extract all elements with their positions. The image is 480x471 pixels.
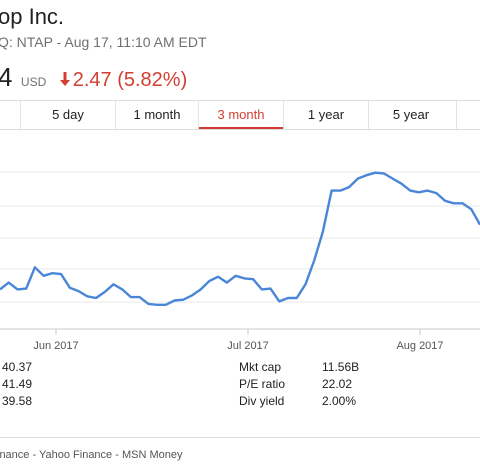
chart-grid xyxy=(0,171,480,330)
time-range-tabs: 5 day 1 month 3 month 1 year 5 year xyxy=(0,100,480,130)
price-chart[interactable]: Jun 2017 Jul 2017 Aug 2017 xyxy=(0,130,480,355)
stat-mkt-cap-value: 11.56B xyxy=(322,360,360,374)
price-row: 4 USD 2.47 (5.82%) xyxy=(0,62,187,93)
tab-1-day[interactable] xyxy=(0,101,20,129)
chart-x-ticks: Jun 2017 Jul 2017 Aug 2017 xyxy=(33,329,444,352)
tab-1-month[interactable]: 1 month xyxy=(133,107,181,122)
footer-divider xyxy=(0,437,480,438)
tab-1-year[interactable]: 1 year xyxy=(307,107,345,122)
stat-pe-ratio-value: 22.02 xyxy=(322,377,353,391)
stock-price: 4 xyxy=(0,62,13,92)
price-series-line xyxy=(0,171,480,306)
down-arrow-icon xyxy=(59,70,71,91)
tab-separator xyxy=(456,101,457,129)
currency-label: USD xyxy=(20,75,47,89)
stat-open-value: 40.37 xyxy=(2,360,33,374)
tab-separator xyxy=(20,101,21,129)
price-change: 2.47 (5.82%) xyxy=(72,69,188,91)
stat-pe-ratio-label: P/E ratio xyxy=(239,377,286,391)
tab-separator xyxy=(283,101,284,129)
stat-div-yield-value: 2.00% xyxy=(322,394,357,408)
tab-separator xyxy=(198,101,199,129)
tab-3-month[interactable]: 3 month xyxy=(199,101,283,129)
tab-separator xyxy=(368,101,369,129)
tab-5-day[interactable]: 5 day xyxy=(52,107,84,122)
company-name: op Inc. xyxy=(0,4,65,29)
ticker-timestamp: Q: NTAP - Aug 17, 11:10 AM EDT xyxy=(0,34,207,50)
data-sources: inance - Yahoo Finance - MSN Money xyxy=(0,449,183,461)
stat-div-yield-label: Div yield xyxy=(239,394,285,408)
x-tick-label: Aug 2017 xyxy=(396,340,443,352)
tab-separator xyxy=(115,101,116,129)
stat-high-value: 41.49 xyxy=(2,377,33,391)
stat-low-value: 39.58 xyxy=(2,394,33,408)
stat-mkt-cap-label: Mkt cap xyxy=(239,360,282,374)
x-tick-label: Jul 2017 xyxy=(227,340,269,352)
chart-line-layer xyxy=(0,171,480,306)
x-tick-label: Jun 2017 xyxy=(33,340,78,352)
tab-5-year[interactable]: 5 year xyxy=(392,107,430,122)
